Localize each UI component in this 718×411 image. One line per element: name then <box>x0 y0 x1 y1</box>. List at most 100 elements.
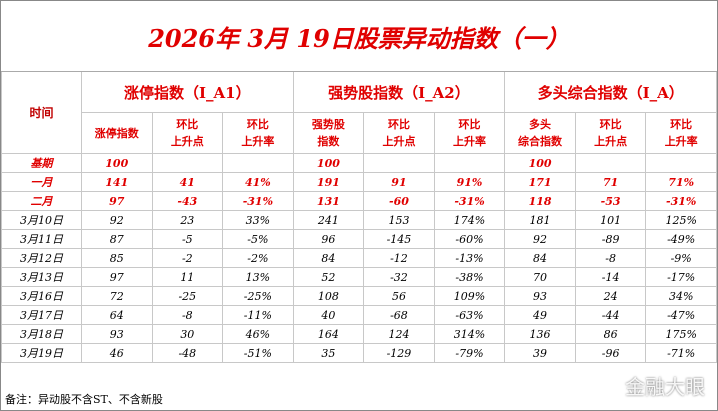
cell: 97 <box>81 267 153 287</box>
footer-note: 备注：异动股不含ST、不含新股 <box>5 393 163 406</box>
cell: 72 <box>81 286 153 306</box>
cell: 71 <box>574 172 647 192</box>
cell: 56 <box>363 286 435 306</box>
cell: -25 <box>151 286 224 306</box>
cell: 86 <box>574 324 647 344</box>
cell: -5 <box>151 229 224 249</box>
group-header: 涨停指数（I_A1） <box>81 71 294 113</box>
cell: -31% <box>222 191 294 211</box>
table-row: 一月 141 41 41% 191 91 91% 171 71 71% <box>1 172 717 192</box>
cell: 241 <box>292 210 365 230</box>
cell: 70 <box>504 267 576 287</box>
row-label: 3月10日 <box>1 210 82 230</box>
cell: 100 <box>504 153 576 173</box>
cell: 64 <box>81 305 153 325</box>
table-row: 3月17日 64 -8 -11% 40 -68 -63% 49 -44 -47% <box>1 305 717 325</box>
column-header: 环比 上升率 <box>645 112 717 154</box>
cell: -5% <box>222 229 294 249</box>
cell: 100 <box>292 153 365 173</box>
cell: 171 <box>504 172 576 192</box>
column-header: 强势股 指数 <box>292 112 365 154</box>
column-header: 环比 上升率 <box>433 112 506 154</box>
column-header: 环比 上升点 <box>151 112 224 154</box>
cell: 109% <box>433 286 506 306</box>
cell: -48 <box>151 343 224 363</box>
cell: 108 <box>292 286 365 306</box>
cell: -11% <box>222 305 294 325</box>
cell: 97 <box>81 191 153 211</box>
cell: -17% <box>645 267 717 287</box>
cell: 100 <box>81 153 153 173</box>
cell: 153 <box>363 210 435 230</box>
cell: -31% <box>433 191 506 211</box>
cell: 87 <box>81 229 153 249</box>
cell: 141 <box>81 172 153 192</box>
cell: -12 <box>363 248 435 268</box>
empty-cell <box>222 153 294 173</box>
cell: 96 <box>292 229 365 249</box>
cell: 85 <box>81 248 153 268</box>
cell: -53 <box>574 191 647 211</box>
column-header: 多头 综合指数 <box>504 112 576 154</box>
table-row: 二月 97 -43 -31% 131 -60 -31% 118 -53 -31% <box>1 191 717 211</box>
cell: 71% <box>645 172 717 192</box>
cell: 11 <box>151 267 224 287</box>
cell: 91 <box>363 172 435 192</box>
row-label: 3月13日 <box>1 267 82 287</box>
row-label: 3月11日 <box>1 229 82 249</box>
cell: -96 <box>574 343 647 363</box>
row-label: 二月 <box>1 191 82 211</box>
cell: 191 <box>292 172 365 192</box>
cell: 23 <box>151 210 224 230</box>
cell: 125% <box>645 210 717 230</box>
cell: 136 <box>504 324 576 344</box>
empty-cell <box>151 153 224 173</box>
cell: -2 <box>151 248 224 268</box>
cell: 164 <box>292 324 365 344</box>
cell: -47% <box>645 305 717 325</box>
cell: -38% <box>433 267 506 287</box>
table-row: 3月11日 87 -5 -5% 96 -145 -60% 92 -89 -49% <box>1 229 717 249</box>
cell: -49% <box>645 229 717 249</box>
column-header: 环比 上升点 <box>574 112 647 154</box>
group-header: 多头综合指数（I_A） <box>504 71 717 113</box>
cell: 24 <box>574 286 647 306</box>
cell: 84 <box>292 248 365 268</box>
cell: 93 <box>81 324 153 344</box>
cell: 46% <box>222 324 294 344</box>
row-label: 3月16日 <box>1 286 82 306</box>
empty-cell <box>645 153 717 173</box>
cell: 91% <box>433 172 506 192</box>
cell: 84 <box>504 248 576 268</box>
table-row: 3月13日 97 11 13% 52 -32 -38% 70 -14 -17% <box>1 267 717 287</box>
column-header: 涨停指数 <box>81 112 153 154</box>
cell: 39 <box>504 343 576 363</box>
cell: 181 <box>504 210 576 230</box>
cell: 35 <box>292 343 365 363</box>
cell: 49 <box>504 305 576 325</box>
cell: -63% <box>433 305 506 325</box>
cell: -43 <box>151 191 224 211</box>
cell: 92 <box>81 210 153 230</box>
cell: 33% <box>222 210 294 230</box>
group-header: 强势股指数（I_A2） <box>292 71 506 113</box>
row-label: 基期 <box>1 153 82 173</box>
cell: -8 <box>574 248 647 268</box>
cell: 41 <box>151 172 224 192</box>
table-row: 基期 100 100 100 <box>1 153 717 173</box>
table-row: 3月19日 46 -48 -51% 35 -129 -79% 39 -96 -71% <box>1 343 717 363</box>
cell: -32 <box>363 267 435 287</box>
table-row: 3月16日 72 -25 -25% 108 56 109% 93 24 34% <box>1 286 717 306</box>
empty-cell <box>574 153 647 173</box>
cell: 118 <box>504 191 576 211</box>
cell: -79% <box>433 343 506 363</box>
title: 2026年 3月 19日股票异动指数（一） <box>1 1 717 72</box>
cell: 174% <box>433 210 506 230</box>
cell: -8 <box>151 305 224 325</box>
cell: 46 <box>81 343 153 363</box>
cell: 52 <box>292 267 365 287</box>
column-header: 环比 上升率 <box>222 112 294 154</box>
cell: -25% <box>222 286 294 306</box>
cell: 131 <box>292 191 365 211</box>
